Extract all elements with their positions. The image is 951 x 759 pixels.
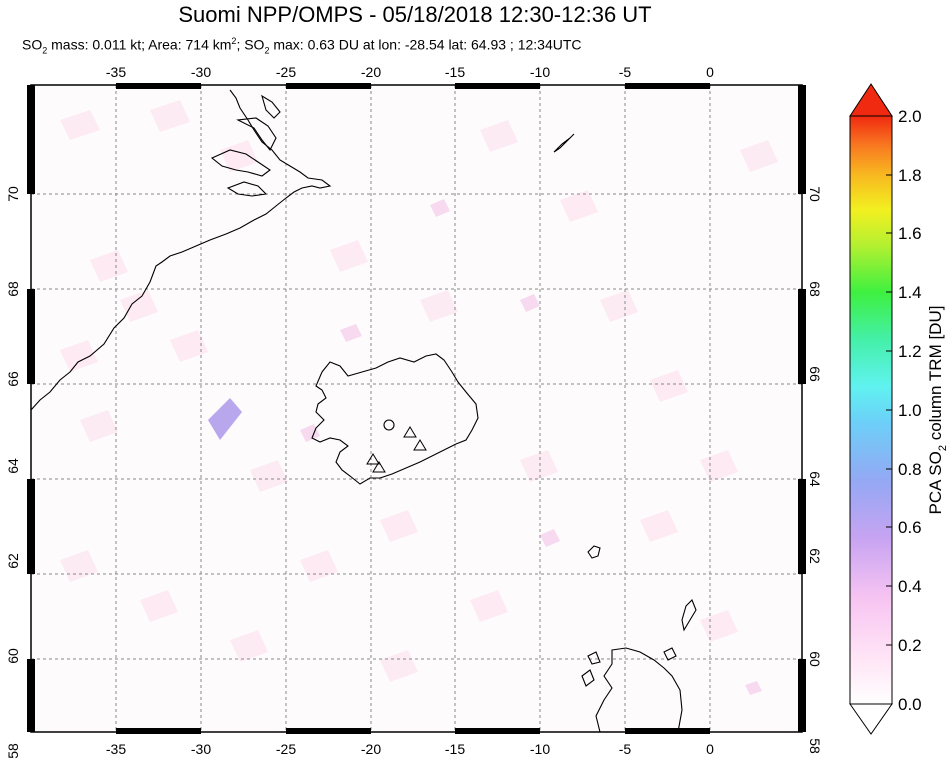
svg-text:0.4: 0.4 bbox=[898, 577, 922, 596]
map-subtitle: SO2 mass: 0.011 kt; Area: 714 km2; SO2 m… bbox=[22, 36, 582, 56]
svg-text:1.8: 1.8 bbox=[898, 166, 922, 185]
svg-text:1.0: 1.0 bbox=[898, 401, 922, 420]
svg-text:-30: -30 bbox=[191, 741, 211, 757]
svg-text:58: 58 bbox=[5, 743, 21, 759]
svg-text:-15: -15 bbox=[445, 64, 465, 80]
svg-text:-5: -5 bbox=[619, 64, 632, 80]
svg-text:0.8: 0.8 bbox=[898, 460, 922, 479]
map-frame bbox=[30, 84, 803, 733]
lat-labels-left: 70 68 66 64 62 60 58 bbox=[5, 186, 21, 759]
svg-text:60: 60 bbox=[5, 648, 21, 664]
svg-text:64: 64 bbox=[5, 458, 21, 474]
svg-text:66: 66 bbox=[807, 366, 823, 382]
svg-text:-20: -20 bbox=[361, 741, 381, 757]
svg-text:-20: -20 bbox=[361, 64, 381, 80]
svg-text:-10: -10 bbox=[530, 741, 550, 757]
svg-text:62: 62 bbox=[5, 553, 21, 569]
colorbar-max-arrow bbox=[849, 83, 893, 117]
svg-text:-5: -5 bbox=[619, 741, 632, 757]
max-so2-pixel bbox=[208, 398, 242, 440]
colorbar-min-arrow bbox=[849, 703, 893, 735]
svg-text:-30: -30 bbox=[191, 64, 211, 80]
coastlines bbox=[31, 89, 697, 732]
so2-pixels bbox=[60, 100, 778, 695]
svg-text:64: 64 bbox=[807, 471, 823, 487]
svg-text:62: 62 bbox=[807, 548, 823, 564]
svg-text:-35: -35 bbox=[106, 64, 126, 80]
svg-text:70: 70 bbox=[5, 186, 21, 202]
svg-text:1.6: 1.6 bbox=[898, 224, 922, 243]
colorbar-ticks: 2.0 1.8 1.6 1.4 1.2 1.0 0.8 0.6 0.4 0.2 … bbox=[898, 107, 922, 714]
svg-text:68: 68 bbox=[807, 281, 823, 297]
svg-text:1.2: 1.2 bbox=[898, 342, 922, 361]
colorbar: 2.0 1.8 1.6 1.4 1.2 1.0 0.8 0.6 0.4 0.2 … bbox=[849, 83, 949, 735]
svg-text:0.6: 0.6 bbox=[898, 518, 922, 537]
svg-text:68: 68 bbox=[5, 281, 21, 297]
svg-text:-25: -25 bbox=[276, 741, 296, 757]
map-title: Suomi NPP/OMPS - 05/18/2018 12:30-12:36 … bbox=[178, 2, 652, 27]
map-background bbox=[31, 85, 802, 732]
svg-text:60: 60 bbox=[807, 651, 823, 667]
svg-text:1.4: 1.4 bbox=[898, 283, 922, 302]
lon-labels-top: -35 -30 -25 -20 -15 -10 -5 0 bbox=[106, 64, 714, 80]
map-border-bars bbox=[27, 83, 806, 734]
svg-text:66: 66 bbox=[5, 371, 21, 387]
graticule bbox=[31, 85, 802, 732]
svg-text:70: 70 bbox=[807, 186, 823, 202]
svg-text:2.0: 2.0 bbox=[898, 107, 922, 126]
colorbar-label: PCA SO2 column TRM [DU] bbox=[926, 306, 949, 515]
lon-labels-bottom: -35 -30 -25 -20 -15 -10 -5 0 bbox=[106, 741, 714, 757]
svg-text:0: 0 bbox=[706, 741, 714, 757]
lat-labels-right: 70 68 66 64 62 60 58 bbox=[807, 186, 823, 754]
svg-text:-25: -25 bbox=[276, 64, 296, 80]
svg-text:-10: -10 bbox=[530, 64, 550, 80]
svg-text:58: 58 bbox=[807, 738, 823, 754]
svg-text:0.2: 0.2 bbox=[898, 636, 922, 655]
volcano-markers bbox=[366, 426, 427, 473]
svg-text:0.0: 0.0 bbox=[898, 695, 922, 714]
svg-text:-35: -35 bbox=[106, 741, 126, 757]
svg-text:-15: -15 bbox=[445, 741, 465, 757]
svg-text:0: 0 bbox=[706, 64, 714, 80]
